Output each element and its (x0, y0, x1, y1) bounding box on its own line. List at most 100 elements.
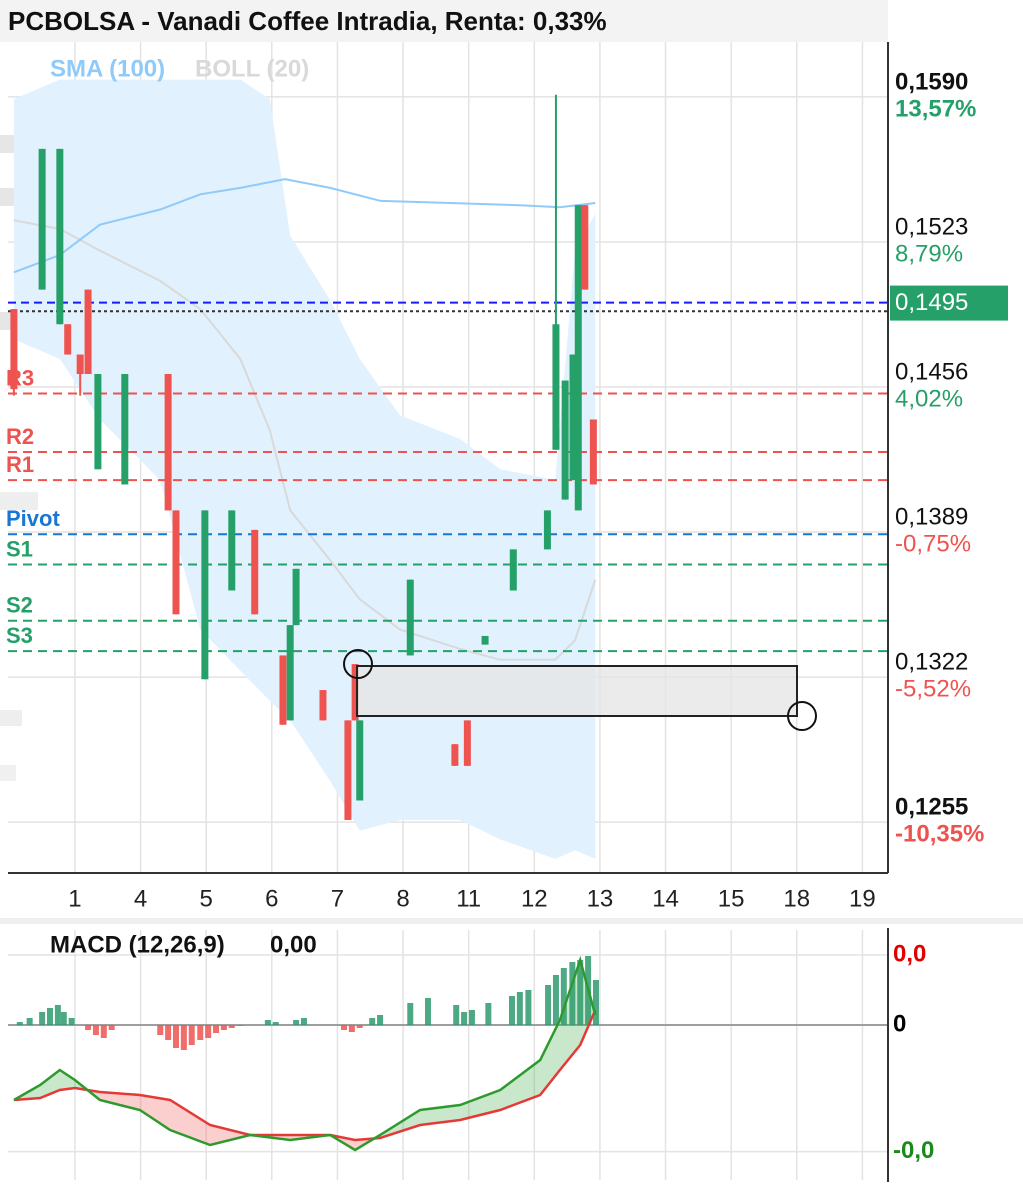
macd-histogram-bar (300, 1018, 307, 1025)
macd-histogram-bar (461, 1012, 468, 1025)
candle-body (286, 625, 294, 721)
pivot-label: S3 (6, 623, 33, 648)
candle-body (574, 205, 582, 511)
macd-histogram-bar (100, 1025, 107, 1038)
macd-histogram-bar (180, 1025, 187, 1050)
candle-body (351, 664, 359, 721)
macd-histogram-bar (92, 1025, 99, 1035)
x-tick-label: 14 (652, 885, 679, 912)
y-tick-label: 0,1322 (895, 648, 968, 675)
macd-histogram-bar (453, 1005, 460, 1025)
macd-histogram-bar (525, 990, 532, 1025)
macd-histogram-bar (348, 1025, 355, 1032)
y-tick-label: 0 (893, 1010, 906, 1037)
candle-body (481, 635, 489, 645)
macd-histogram-bar (237, 1025, 244, 1026)
macd-histogram-bar (26, 1018, 33, 1025)
chart-title: PCBOLSA - Vanadi Coffee Intradia, Renta:… (0, 0, 888, 42)
handle[interactable] (343, 649, 373, 679)
macd-histogram-bar (220, 1025, 227, 1030)
x-tick-label: 12 (521, 885, 548, 912)
candle-body (569, 354, 577, 481)
candle-body (406, 579, 414, 656)
x-tick-label: 15 (718, 885, 745, 912)
macd-histogram-bar (272, 1022, 279, 1025)
x-tick-label: 18 (783, 885, 810, 912)
macd-histogram-bar (165, 1025, 172, 1040)
depth-bar (0, 765, 16, 781)
x-tick-label: 19 (849, 885, 876, 912)
macd-histogram-bar (485, 1003, 492, 1025)
candle-body (552, 324, 560, 450)
candle-body (201, 510, 209, 680)
macd-histogram-bar (560, 968, 567, 1025)
y-tick-change: -5,52% (895, 675, 971, 702)
pivot-label: Pivot (6, 506, 60, 531)
candle-body (356, 720, 364, 801)
x-tick-label: 13 (587, 885, 614, 912)
macd-histogram-bar (516, 992, 523, 1025)
macd-histogram-bar (545, 985, 552, 1025)
legend-entry: BOLL (20) (195, 55, 309, 82)
pivot-label: S1 (6, 536, 33, 561)
macd-histogram-bar (356, 1025, 363, 1028)
macd-histogram-bar (264, 1020, 271, 1025)
y-tick-label: -0,0 (893, 1137, 934, 1164)
y-tick-change: -0,75% (895, 530, 971, 557)
candle-body (76, 354, 84, 375)
candle-body (10, 309, 18, 390)
macd-histogram-bar (377, 1015, 384, 1025)
candle-body (251, 529, 259, 615)
macd-value: 0,00 (270, 931, 317, 958)
y-tick-change: -10,35% (895, 820, 984, 847)
candle-body (172, 510, 180, 615)
x-tick-label: 4 (134, 885, 147, 912)
y-tick-label: 0,1389 (895, 503, 968, 530)
pivot-label: R3 (6, 365, 34, 390)
candle-body (94, 374, 102, 470)
current-price-box (890, 285, 1008, 321)
depth-bar (0, 492, 38, 510)
macd-histogram-bar (172, 1025, 179, 1048)
macd-title: MACD (12,26,9) (50, 931, 225, 958)
candle-body (56, 148, 64, 325)
macd-histogram-bar (468, 1010, 475, 1025)
macd-histogram-bar (157, 1025, 164, 1035)
candle-body (292, 568, 300, 626)
signal-line (13, 1009, 597, 1142)
y-tick-label: 0,1523 (895, 213, 968, 240)
macd-fill (139, 1095, 171, 1130)
x-tick-label: 11 (456, 885, 481, 912)
macd-histogram-bar (85, 1025, 92, 1030)
sma-line (13, 178, 596, 274)
candle-body (64, 324, 72, 355)
y-tick-label: 0,1590 (895, 68, 968, 95)
macd-fill (99, 1092, 140, 1110)
macd-histogram-bar (60, 1012, 67, 1025)
macd-histogram-bar (197, 1025, 204, 1040)
pivot-label: R1 (6, 452, 34, 477)
boll-middle (13, 219, 597, 661)
candle-body (84, 289, 92, 375)
macd-histogram-bar (407, 1003, 414, 1025)
macd-histogram-bar (54, 1005, 61, 1025)
macd-histogram-bar (108, 1025, 115, 1030)
candle-body (451, 744, 459, 766)
legend-entry: SMA (100) (50, 55, 165, 82)
y-tick-change: 13,57% (895, 95, 976, 122)
x-tick-label: 1 (68, 885, 81, 912)
macd-fill (460, 1090, 501, 1120)
x-tick-label: 6 (265, 885, 278, 912)
measure-rectangle[interactable] (356, 665, 798, 717)
boll-band (13, 79, 596, 859)
macd-line (13, 955, 597, 1152)
drawing-tool[interactable] (343, 649, 817, 731)
macd-histogram-bar (228, 1025, 235, 1028)
candle-body (38, 148, 46, 290)
handle[interactable] (787, 701, 817, 731)
macd-histogram-bar (46, 1008, 53, 1025)
macd-fill (210, 1125, 251, 1145)
macd-histogram-bar (188, 1025, 195, 1045)
